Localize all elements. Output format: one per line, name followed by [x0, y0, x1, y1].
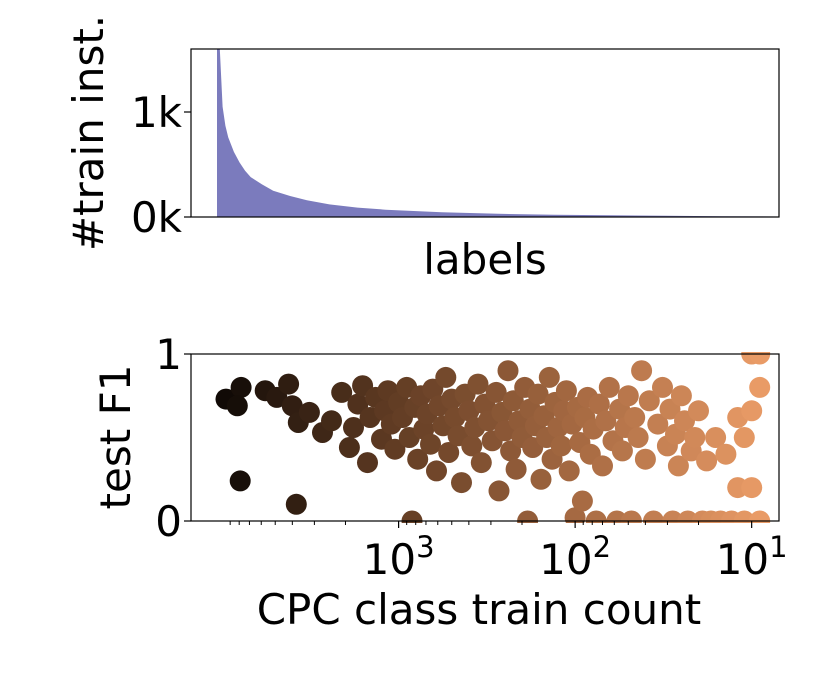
scatter-point: [652, 376, 673, 398]
scatter-point: [458, 400, 480, 422]
bottom-ytick-label: 0: [155, 497, 182, 546]
scatter-point: [230, 376, 252, 398]
scatter-point: [298, 401, 320, 423]
scatter-point: [451, 472, 472, 494]
bottom-x-axis-label: CPC class train count: [257, 585, 702, 634]
scatter-point: [470, 452, 492, 474]
scatter-point: [357, 452, 378, 474]
top-x-axis-label: labels: [423, 235, 546, 284]
scatter-point: [733, 427, 755, 448]
scatter-point: [505, 458, 527, 480]
scatter-point: [321, 410, 342, 432]
bottom-plot-frame: [190, 353, 780, 522]
top-panel: 0k 1k labels #train inst.: [64, 15, 780, 284]
scatter-point: [281, 395, 303, 417]
label-frequency-area: [217, 49, 779, 217]
scatter-point: [647, 413, 669, 435]
scatter-point: [749, 510, 771, 523]
bottom-ytick-label: 1: [155, 330, 182, 379]
scatter-point: [420, 433, 441, 455]
scatter-point: [749, 352, 771, 365]
scatter-point: [438, 442, 460, 463]
top-y-axis-label: #train inst.: [64, 15, 113, 251]
scatter-point: [611, 440, 633, 462]
scatter-point: [592, 455, 613, 477]
bottom-xtick-label: 103: [363, 530, 435, 584]
scatter-point: [226, 395, 248, 417]
scatter-point: [571, 490, 593, 512]
scatter-point: [634, 448, 656, 470]
top-ytick-label: 1k: [131, 88, 183, 137]
scatter-point: [667, 455, 689, 477]
scatter-point: [715, 443, 737, 465]
scatter-point: [558, 460, 580, 482]
scatter-point: [705, 427, 727, 448]
scatter-point: [741, 400, 763, 422]
scatter-point: [620, 510, 642, 523]
bottom-xtick-label: 101: [716, 530, 788, 584]
scatter-point: [343, 417, 364, 438]
top-ytick-label: 0k: [131, 193, 183, 242]
scatter-point: [696, 450, 718, 472]
scatter-point: [497, 360, 519, 382]
scatter-point: [624, 407, 646, 428]
scatter-point: [688, 400, 709, 422]
scatter-point: [461, 435, 483, 457]
bottom-y-axis-label: test F1: [91, 365, 140, 510]
scatter-point: [527, 383, 549, 405]
scatter-point: [347, 393, 369, 415]
top-plot-frame: [190, 48, 780, 218]
scatter-point: [585, 510, 607, 523]
scatter-point: [278, 373, 300, 395]
scatter-point: [741, 477, 763, 499]
scatter-point: [530, 468, 552, 490]
scatter-point: [384, 438, 406, 460]
scatter-point: [485, 381, 507, 403]
scatter-points: [215, 352, 771, 523]
bottom-xtick-label: 102: [539, 530, 611, 584]
scatter-point: [517, 510, 539, 523]
scatter-point: [538, 366, 560, 388]
scatter-point: [588, 393, 610, 415]
scatter-point: [598, 376, 620, 398]
scatter-point: [488, 480, 510, 502]
scatter-point: [749, 376, 771, 398]
scatter-point: [617, 385, 639, 407]
scatter-point: [229, 470, 251, 492]
scatter-point: [285, 493, 307, 515]
scatter-point: [331, 381, 353, 403]
scatter-point: [643, 510, 664, 523]
scatter-point: [426, 460, 447, 482]
scatter-point: [684, 427, 706, 448]
scatter-point: [550, 435, 572, 457]
scatter-point: [467, 373, 489, 395]
scatter-point: [401, 510, 423, 523]
scatter-point: [338, 437, 360, 458]
scatter-point: [555, 380, 577, 402]
scatter-point: [407, 448, 429, 470]
scatter-point: [670, 385, 692, 407]
scatter-point: [435, 366, 457, 388]
scatter-point: [638, 390, 660, 412]
scatter-point: [627, 427, 649, 448]
scatter-point: [595, 410, 617, 432]
scatter-point: [631, 360, 653, 382]
